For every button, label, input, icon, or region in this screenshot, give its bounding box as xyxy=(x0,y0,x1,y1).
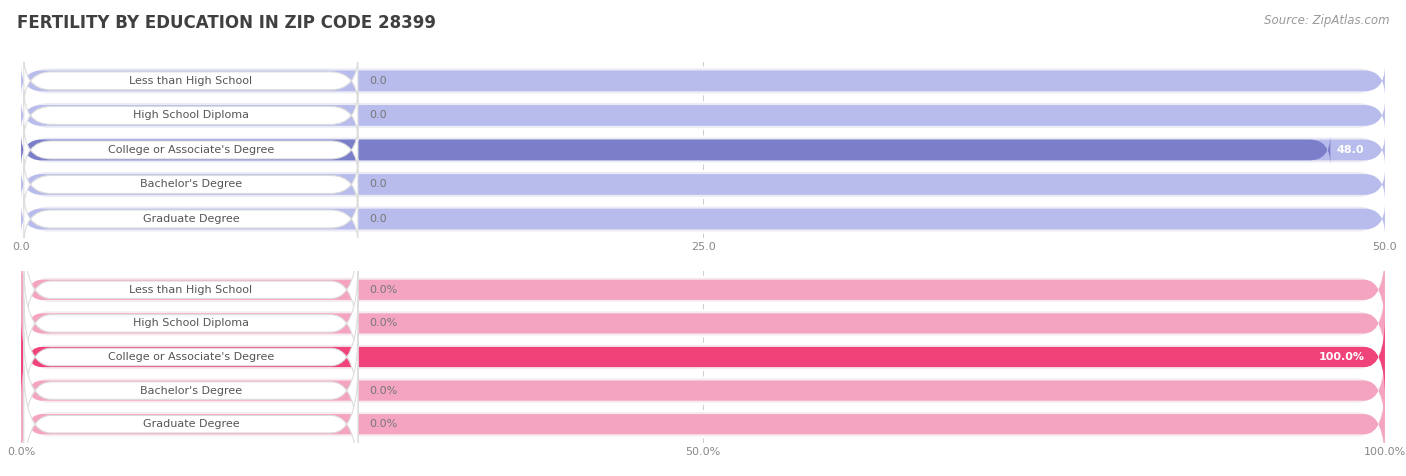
Text: High School Diploma: High School Diploma xyxy=(134,318,249,328)
FancyBboxPatch shape xyxy=(21,65,1385,97)
Text: Graduate Degree: Graduate Degree xyxy=(142,214,239,224)
FancyBboxPatch shape xyxy=(21,134,1385,166)
FancyBboxPatch shape xyxy=(21,100,1385,131)
FancyBboxPatch shape xyxy=(21,269,1385,377)
Text: Less than High School: Less than High School xyxy=(129,285,253,295)
FancyBboxPatch shape xyxy=(21,203,1385,235)
Text: High School Diploma: High School Diploma xyxy=(134,110,249,120)
Text: 0.0%: 0.0% xyxy=(368,285,396,295)
FancyBboxPatch shape xyxy=(24,332,359,449)
FancyBboxPatch shape xyxy=(21,94,1385,137)
Text: FERTILITY BY EDUCATION IN ZIP CODE 28399: FERTILITY BY EDUCATION IN ZIP CODE 28399 xyxy=(17,14,436,32)
FancyBboxPatch shape xyxy=(24,159,359,210)
FancyBboxPatch shape xyxy=(21,60,1385,102)
FancyBboxPatch shape xyxy=(24,265,359,382)
FancyBboxPatch shape xyxy=(21,370,1385,476)
Text: 0.0: 0.0 xyxy=(368,76,387,86)
Text: Graduate Degree: Graduate Degree xyxy=(142,419,239,429)
Text: Bachelor's Degree: Bachelor's Degree xyxy=(139,179,242,189)
Text: 0.0: 0.0 xyxy=(368,179,387,189)
FancyBboxPatch shape xyxy=(21,236,1385,344)
Text: 0.0: 0.0 xyxy=(368,214,387,224)
FancyBboxPatch shape xyxy=(21,283,1385,364)
FancyBboxPatch shape xyxy=(21,129,1385,171)
FancyBboxPatch shape xyxy=(21,337,1385,445)
FancyBboxPatch shape xyxy=(24,231,359,348)
FancyBboxPatch shape xyxy=(24,366,359,476)
FancyBboxPatch shape xyxy=(21,384,1385,465)
FancyBboxPatch shape xyxy=(24,124,359,176)
Text: 0.0%: 0.0% xyxy=(368,419,396,429)
FancyBboxPatch shape xyxy=(21,134,1330,166)
Text: 0.0%: 0.0% xyxy=(368,386,396,396)
FancyBboxPatch shape xyxy=(21,317,1385,397)
Text: Source: ZipAtlas.com: Source: ZipAtlas.com xyxy=(1264,14,1389,27)
Text: 0.0%: 0.0% xyxy=(368,318,396,328)
FancyBboxPatch shape xyxy=(21,249,1385,330)
Text: Less than High School: Less than High School xyxy=(129,76,253,86)
Text: College or Associate's Degree: College or Associate's Degree xyxy=(108,352,274,362)
FancyBboxPatch shape xyxy=(24,193,359,245)
FancyBboxPatch shape xyxy=(21,169,1385,200)
Text: 48.0: 48.0 xyxy=(1337,145,1364,155)
FancyBboxPatch shape xyxy=(24,55,359,107)
Text: Bachelor's Degree: Bachelor's Degree xyxy=(139,386,242,396)
FancyBboxPatch shape xyxy=(21,350,1385,431)
Text: 100.0%: 100.0% xyxy=(1319,352,1364,362)
Text: 0.0: 0.0 xyxy=(368,110,387,120)
Text: College or Associate's Degree: College or Associate's Degree xyxy=(108,145,274,155)
FancyBboxPatch shape xyxy=(21,317,1385,397)
FancyBboxPatch shape xyxy=(21,198,1385,240)
FancyBboxPatch shape xyxy=(21,163,1385,206)
FancyBboxPatch shape xyxy=(21,303,1385,411)
FancyBboxPatch shape xyxy=(24,90,359,141)
FancyBboxPatch shape xyxy=(24,298,359,416)
